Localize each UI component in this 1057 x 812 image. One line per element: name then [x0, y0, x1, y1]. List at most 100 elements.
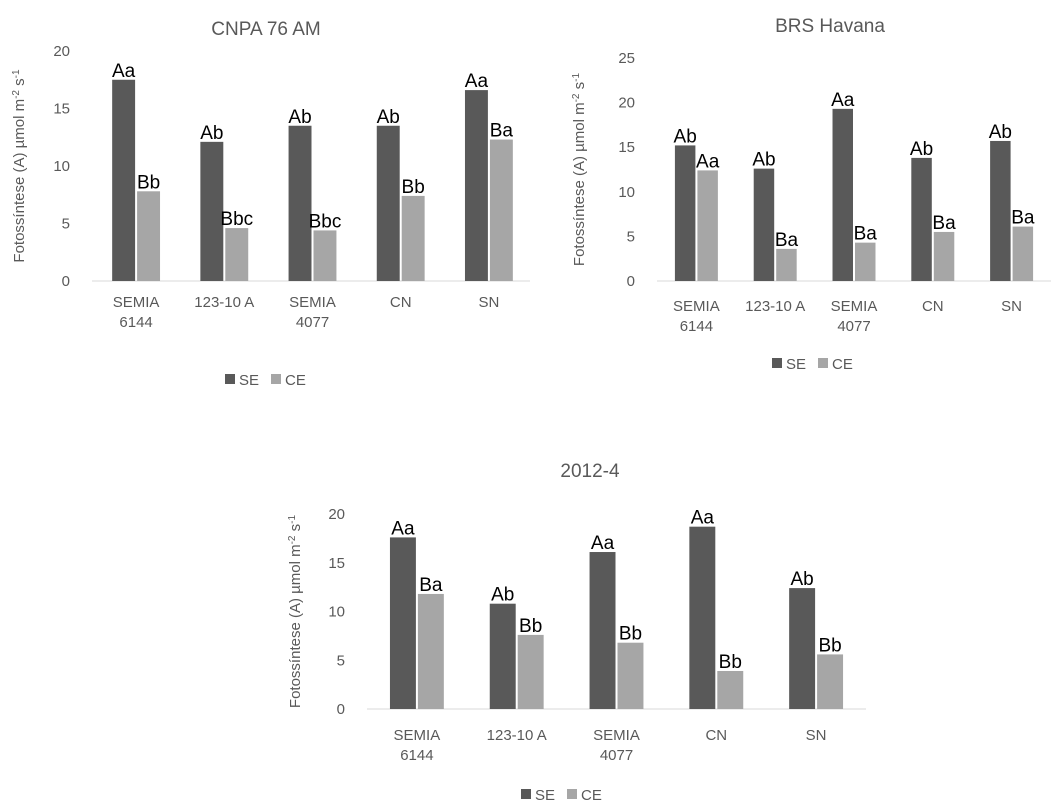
bar-se-1 — [489, 603, 516, 709]
legend-label-se: SE — [535, 787, 555, 804]
x-category-label: 123-10 A — [745, 298, 805, 315]
bar-ce-3 — [933, 231, 955, 281]
x-category-label: SEMIA 4077 — [593, 727, 640, 764]
bar-se-1 — [753, 168, 775, 281]
chart-cnpa-svg: CNPA 76 AM Fotossíntese (A) µmol m-2 s-1 0… — [11, 19, 533, 389]
data-label-ce-0: Ba — [419, 575, 443, 596]
y-tick-label: 20 — [53, 43, 70, 60]
y-tick-label: 20 — [618, 95, 635, 112]
y-tick-label: 0 — [62, 273, 70, 290]
legend-label-se: SE — [239, 372, 259, 389]
data-label-se-3: Aa — [691, 508, 715, 529]
x-category-label: 123-10 A — [487, 727, 547, 744]
y-axis-label: Fotossíntese (A) µmol m-2 s-1 — [571, 72, 588, 266]
data-label-ce-2: Bbc — [309, 211, 342, 232]
bar-se-3 — [376, 125, 400, 281]
legend-swatch-ce — [271, 374, 281, 384]
bar-se-3 — [689, 526, 716, 709]
bar-ce-4 — [817, 654, 844, 709]
data-label-se-1: Ab — [752, 150, 775, 171]
bar-se-2 — [832, 108, 853, 282]
data-label-se-4: Ab — [989, 122, 1012, 143]
x-category-label: SEMIA 6144 — [394, 727, 441, 764]
chart-panel-brs-havana: BRS Havana Fotossíntese (A) µmol m-2 s-1 0… — [560, 0, 1057, 400]
y-axis-label: Fotossíntese (A) µmol m-2 s-1 — [287, 514, 304, 708]
bar-ce-0 — [417, 593, 444, 709]
y-tick-label: 15 — [618, 139, 635, 156]
data-label-se-2: Aa — [831, 90, 855, 111]
bar-ce-2 — [313, 230, 337, 281]
bar-ce-0 — [697, 170, 718, 281]
chart-title: 2012-4 — [560, 461, 620, 482]
data-label-ce-4: Bb — [818, 635, 841, 656]
data-label-se-4: Ab — [791, 569, 814, 590]
bar-se-4 — [990, 140, 1011, 281]
legend-swatch-ce — [818, 358, 828, 368]
y-tick-label: 10 — [618, 184, 635, 201]
data-label-se-2: Aa — [591, 533, 615, 554]
data-label-ce-2: Bb — [619, 624, 642, 645]
data-label-ce-1: Bb — [519, 616, 542, 637]
data-label-ce-4: Ba — [1011, 208, 1035, 229]
bar-ce-1 — [776, 248, 797, 281]
bar-ce-1 — [517, 634, 544, 709]
data-label-se-0: Aa — [112, 61, 136, 82]
legend-swatch-se — [225, 374, 235, 384]
chart-title: BRS Havana — [775, 16, 885, 37]
y-tick-label: 0 — [337, 701, 345, 718]
bar-ce-1 — [225, 228, 249, 281]
legend-swatch-se — [772, 358, 782, 368]
legend-label-ce: CE — [832, 356, 853, 373]
x-category-label: CN — [922, 298, 944, 315]
data-label-se-1: Ab — [491, 585, 514, 606]
bar-se-3 — [911, 157, 932, 281]
bar-ce-2 — [617, 642, 644, 709]
x-category-label: SEMIA 6144 — [673, 298, 720, 335]
chart-brs-havana-svg: BRS Havana Fotossíntese (A) µmol m-2 s-1 0… — [571, 16, 1051, 373]
y-axis-label: Fotossíntese (A) µmol m-2 s-1 — [11, 69, 28, 263]
chart-panel-2012-4: 2012-4 Fotossíntese (A) µmol m-2 s-1 0 5 10 1… — [270, 445, 870, 807]
data-label-se-3: Ab — [910, 139, 933, 160]
data-label-se-1: Ab — [200, 123, 223, 144]
data-label-se-3: Ab — [377, 107, 400, 128]
y-tick-label: 10 — [328, 604, 345, 621]
y-tick-label: 10 — [53, 158, 70, 175]
x-category-label: 123-10 A — [194, 294, 254, 311]
bar-se-0 — [674, 145, 696, 281]
y-tick-label: 5 — [62, 216, 70, 233]
x-category-label: SN — [478, 294, 499, 311]
x-category-label: CN — [390, 294, 412, 311]
y-tick-label: 15 — [53, 101, 70, 118]
legend-swatch-se — [521, 789, 531, 799]
bar-ce-3 — [401, 195, 425, 281]
legend-label-ce: CE — [581, 787, 602, 804]
bar-se-2 — [589, 552, 616, 709]
data-label-ce-4: Ba — [490, 121, 514, 142]
y-tick-label: 5 — [627, 228, 635, 245]
y-tick-label: 0 — [627, 273, 635, 290]
x-category-label: CN — [705, 727, 727, 744]
data-label-se-4: Aa — [465, 71, 489, 92]
data-label-ce-3: Bb — [719, 652, 742, 673]
data-label-ce-1: Bbc — [220, 209, 253, 230]
chart-panel-cnpa: CNPA 76 AM Fotossíntese (A) µmol m-2 s-1 0… — [0, 0, 533, 400]
y-tick-label: 20 — [328, 506, 345, 523]
bar-se-4 — [464, 90, 488, 281]
x-category-label: SEMIA 6144 — [113, 294, 160, 331]
data-label-ce-0: Bb — [137, 172, 160, 193]
bar-se-1 — [200, 141, 224, 281]
bar-se-0 — [389, 537, 416, 709]
data-label-se-0: Aa — [391, 518, 415, 539]
x-category-label: SN — [806, 727, 827, 744]
chart-2012-4-svg: 2012-4 Fotossíntese (A) µmol m-2 s-1 0 5 10 1… — [287, 461, 866, 804]
x-category-label: SN — [1001, 298, 1022, 315]
bar-ce-3 — [717, 670, 744, 709]
legend-label-se: SE — [786, 356, 806, 373]
legend-label-ce: CE — [285, 372, 306, 389]
data-label-ce-1: Ba — [775, 230, 799, 251]
bar-ce-4 — [1012, 226, 1034, 281]
bar-se-2 — [288, 125, 312, 281]
y-tick-label: 25 — [618, 50, 635, 67]
data-label-se-2: Ab — [288, 107, 311, 128]
data-label-ce-3: Bb — [402, 177, 425, 198]
